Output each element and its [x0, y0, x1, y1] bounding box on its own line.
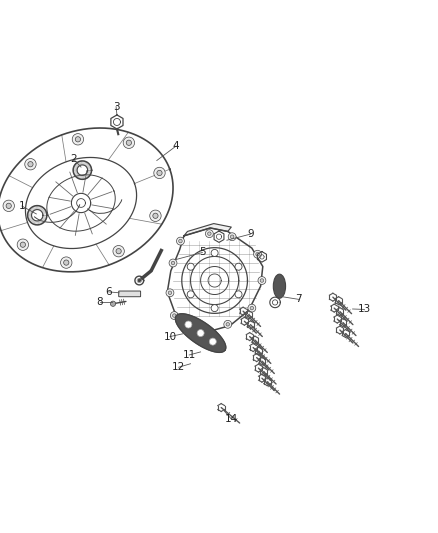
Circle shape [248, 304, 256, 312]
Circle shape [224, 320, 232, 328]
Circle shape [126, 140, 131, 146]
Polygon shape [175, 314, 226, 352]
Circle shape [157, 171, 162, 175]
Text: 1: 1 [18, 201, 25, 211]
Circle shape [209, 338, 216, 345]
Circle shape [226, 322, 230, 326]
Text: 10: 10 [163, 332, 177, 342]
Circle shape [208, 232, 211, 236]
Circle shape [250, 306, 254, 310]
Text: 6: 6 [105, 287, 112, 297]
Text: 4: 4 [173, 141, 180, 151]
Circle shape [235, 263, 242, 270]
Circle shape [64, 260, 69, 265]
Circle shape [230, 235, 234, 238]
Circle shape [171, 261, 175, 265]
Circle shape [254, 251, 261, 258]
Ellipse shape [273, 274, 286, 298]
Circle shape [197, 329, 204, 336]
Circle shape [25, 158, 36, 170]
Text: 5: 5 [199, 247, 206, 257]
Circle shape [17, 239, 28, 251]
Circle shape [72, 134, 84, 145]
Circle shape [60, 257, 72, 268]
Circle shape [154, 167, 165, 179]
Circle shape [179, 239, 182, 243]
Circle shape [169, 259, 177, 267]
Circle shape [187, 263, 194, 270]
Circle shape [211, 249, 218, 256]
Circle shape [170, 312, 178, 319]
Circle shape [187, 291, 194, 298]
Circle shape [150, 210, 161, 222]
Text: 3: 3 [113, 102, 120, 111]
Circle shape [228, 233, 236, 241]
Circle shape [75, 136, 81, 142]
Text: 9: 9 [247, 229, 254, 239]
Circle shape [211, 304, 218, 312]
Circle shape [205, 230, 213, 238]
Circle shape [28, 161, 33, 167]
Circle shape [256, 253, 259, 256]
Text: 14: 14 [225, 414, 238, 424]
Circle shape [153, 213, 158, 219]
Circle shape [192, 325, 200, 333]
Circle shape [260, 279, 264, 282]
Circle shape [110, 301, 116, 306]
Polygon shape [184, 223, 231, 236]
Circle shape [185, 321, 192, 328]
Text: 8: 8 [96, 297, 103, 308]
Circle shape [177, 237, 184, 245]
FancyBboxPatch shape [119, 291, 141, 297]
Text: 2: 2 [70, 154, 77, 164]
Text: 11: 11 [183, 350, 196, 360]
Circle shape [3, 200, 14, 212]
Circle shape [258, 277, 266, 285]
Circle shape [6, 203, 11, 208]
Text: 13: 13 [358, 304, 371, 314]
Circle shape [116, 248, 121, 254]
Text: 12: 12 [172, 362, 185, 372]
Text: 7: 7 [295, 294, 302, 304]
Circle shape [20, 242, 25, 247]
Circle shape [123, 137, 134, 149]
Circle shape [235, 291, 242, 298]
Circle shape [173, 314, 176, 317]
Circle shape [194, 327, 198, 330]
Circle shape [113, 246, 124, 257]
Circle shape [168, 291, 172, 295]
Circle shape [166, 289, 174, 297]
